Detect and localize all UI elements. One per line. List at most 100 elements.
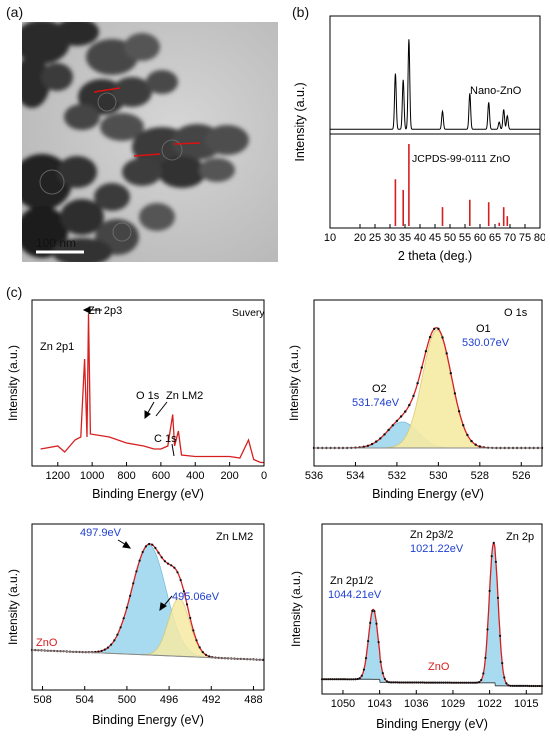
zn2p-point xyxy=(465,681,468,684)
zn2p32-label: Zn 2p3/2 xyxy=(410,529,453,541)
zn2p-point xyxy=(496,596,500,599)
x-tick-label: 55 xyxy=(459,232,471,244)
znlm2-point xyxy=(160,556,163,559)
zn2p-point xyxy=(492,541,495,544)
o1s-point xyxy=(420,366,423,369)
xrd-ref-label: JCPDS-99-0111 ZnO xyxy=(412,153,510,165)
o1s-point xyxy=(399,415,403,418)
o1s-point xyxy=(437,327,440,330)
znlm2-point xyxy=(201,651,204,654)
zn2p-point xyxy=(383,677,386,681)
zn2p-point xyxy=(402,681,405,684)
xps-survey-chart: 1200 1000 800 600 400 200 0 Suvery Zn 2p3 Zn 2… xyxy=(6,299,267,501)
zn2p-point xyxy=(387,681,391,684)
survey-frame xyxy=(31,299,265,467)
x-tick-label: 10 xyxy=(324,232,336,244)
zn2p-point xyxy=(385,680,389,683)
x-tick-label: 1022 xyxy=(477,698,501,710)
zn2p-point xyxy=(450,681,453,684)
x-tick-label: 1015 xyxy=(514,698,538,710)
znlm2-point xyxy=(151,543,154,546)
xrd-chart: 10 20 25 30 35 40 45 50 55 60 65 70 75 80 Nano-ZnO JC… xyxy=(293,15,545,263)
zn2p-point xyxy=(419,681,422,684)
zn2p-point xyxy=(522,684,525,687)
zn2p-point xyxy=(373,610,376,613)
zn2p-point xyxy=(459,681,462,684)
zn2p-point xyxy=(341,678,345,681)
zn2p-point xyxy=(436,681,439,684)
znlm2-point xyxy=(141,550,144,554)
zn2p-point xyxy=(429,681,433,684)
xrd-reference-bars xyxy=(394,144,509,226)
zn2p-point xyxy=(352,678,355,681)
zn2p-point xyxy=(519,684,523,687)
tem-image: 100 nm xyxy=(22,22,278,262)
x-tick-label: 536 xyxy=(305,470,323,482)
zn2p-point xyxy=(475,681,479,684)
zn2p-point xyxy=(369,621,372,624)
zn2p-point xyxy=(417,681,420,684)
x-tick-label: 1050 xyxy=(331,698,355,710)
o1s-point xyxy=(416,382,419,385)
o1s-point xyxy=(383,433,386,436)
zn2p-point xyxy=(467,681,470,684)
panel-label-c: (c) xyxy=(6,284,23,300)
o1s-point xyxy=(362,445,365,448)
label-zn-lm2: Zn LM2 xyxy=(166,390,203,402)
znlm2-x-ticks: 508 504 500 496 492 488 xyxy=(33,686,263,706)
zn2p-point xyxy=(488,589,491,592)
label-o1s: O 1s xyxy=(136,390,160,402)
zn2p-point xyxy=(501,662,504,665)
x-tick-label: 1029 xyxy=(441,698,465,710)
zn2p-point xyxy=(526,684,529,687)
zn2p12-label: Zn 2p1/2 xyxy=(330,575,373,587)
zn2p-point xyxy=(442,681,445,684)
znlm2-point xyxy=(113,639,116,642)
zn2p-p12-fill xyxy=(321,608,542,687)
x-tick-label: 500 xyxy=(118,694,136,706)
znlm2-point xyxy=(204,653,208,656)
znlm2-point xyxy=(106,646,109,649)
znlm2-point xyxy=(154,546,157,550)
zn2p-point xyxy=(448,681,451,684)
zn2p-point xyxy=(392,681,395,684)
zn2p-point xyxy=(482,672,485,675)
znlm2-point xyxy=(132,582,135,585)
znlm2-point xyxy=(116,633,119,636)
zn2p-point xyxy=(333,678,336,681)
zn2p-data-points xyxy=(320,541,544,688)
x-tick-label: 526 xyxy=(512,470,530,482)
o1s-point xyxy=(391,424,394,427)
x-tick-label: 400 xyxy=(186,470,204,482)
zn2p-title: Zn 2p xyxy=(506,531,534,543)
x-tick-label: 488 xyxy=(244,694,262,706)
znlm2-y-label: Intensity (a.u.) xyxy=(6,569,20,645)
zn2p-point xyxy=(486,628,489,631)
zn2p-point xyxy=(473,681,477,684)
zn2p-point xyxy=(396,681,399,684)
zn2p-point xyxy=(356,677,359,681)
znlm2-point xyxy=(170,564,173,567)
zn2p-point xyxy=(323,678,326,681)
zn2p-point xyxy=(505,682,508,685)
x-tick-label: 45 xyxy=(429,232,441,244)
x-tick-label: 80 xyxy=(534,232,545,244)
survey-x-label: Binding Energy (eV) xyxy=(92,487,204,501)
znlm2-point xyxy=(185,603,189,606)
znlm2-point xyxy=(189,616,192,620)
zn2p-point xyxy=(362,668,365,671)
o1s-point xyxy=(478,445,481,448)
znlm2-point xyxy=(182,590,185,593)
zn2p-point xyxy=(375,622,378,625)
zn2p-point xyxy=(499,634,502,637)
zn2p-point xyxy=(337,678,340,681)
xrd-x-label: 2 theta (deg.) xyxy=(398,249,472,263)
x-tick-label: 50 xyxy=(444,232,456,244)
o1s-point xyxy=(428,335,432,339)
zn2p-point xyxy=(411,681,414,684)
zn2p-zno: ZnO xyxy=(428,661,450,673)
zn2p-point xyxy=(390,681,393,684)
o1s-point xyxy=(433,327,436,331)
x-tick-label: 496 xyxy=(160,694,178,706)
zn2p-point xyxy=(446,681,449,684)
